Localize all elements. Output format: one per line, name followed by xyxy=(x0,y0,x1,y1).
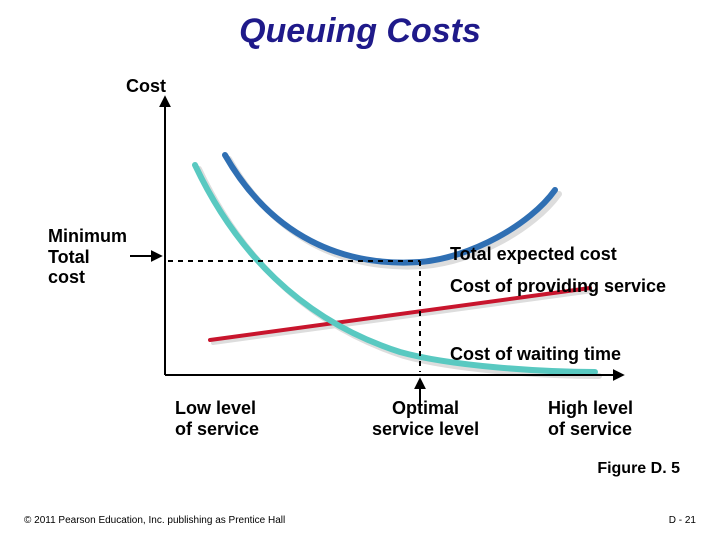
figure-label: Figure D. 5 xyxy=(597,460,680,478)
page-number: D - 21 xyxy=(669,515,696,526)
cost-waiting-label: Cost of waiting time xyxy=(450,344,621,365)
total-expected-label: Total expected cost xyxy=(450,244,617,265)
copyright-text: © 2011 Pearson Education, Inc. publishin… xyxy=(24,515,285,526)
low-level-label: Low level of service xyxy=(175,398,259,439)
high-level-label: High level of service xyxy=(548,398,633,439)
cost-providing-label: Cost of providing service xyxy=(450,276,666,297)
y-axis-label: Cost xyxy=(126,76,166,97)
optimal-label: Optimal service level xyxy=(372,398,479,439)
min-total-cost-label: Minimum Total cost xyxy=(48,226,127,288)
cost-providing-shadow xyxy=(213,291,593,343)
slide: { "title": { "text": "Queuing Costs", "f… xyxy=(0,0,720,540)
